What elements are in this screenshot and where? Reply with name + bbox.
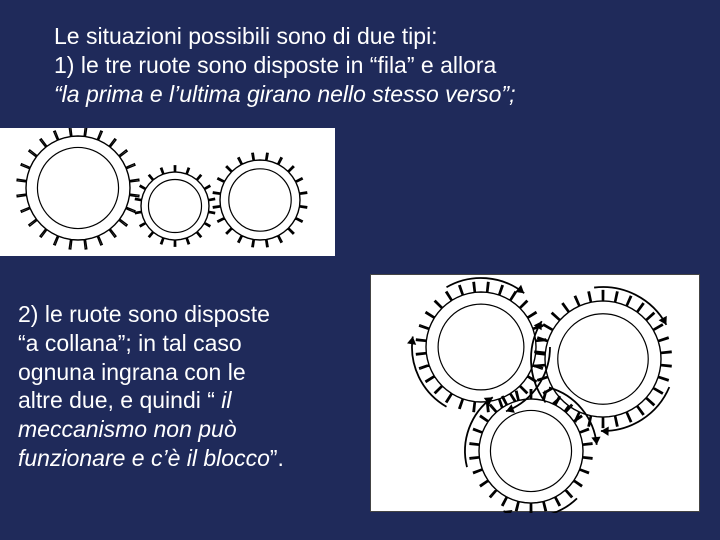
gears-necklace-figure — [370, 274, 700, 512]
c2-l2: “a collana”; in tal caso — [18, 329, 348, 358]
intro-line1: Le situazioni possibili sono di due tipi… — [54, 22, 664, 51]
c2-l6: funzionare e c’è il blocco”. — [18, 444, 348, 473]
lower-region: 2) le ruote sono disposte “a collana”; i… — [0, 300, 720, 520]
intro-line2a: 1) le tre ruote sono disposte in “fila” … — [54, 51, 664, 80]
c2-l4: altre due, e quindi “ il — [18, 386, 348, 415]
gears-necklace-svg — [371, 275, 701, 513]
intro-line2b: “la prima e l’ultima girano nello stesso… — [54, 80, 664, 109]
c2-l1: 2) le ruote sono disposte — [18, 300, 348, 329]
c2-l3: ognuna ingrana con le — [18, 358, 348, 387]
case2-text: 2) le ruote sono disposte “a collana”; i… — [18, 300, 348, 473]
gears-row-figure — [0, 128, 335, 256]
gears-row-svg — [0, 128, 335, 256]
c2-l5: meccanismo non può — [18, 415, 348, 444]
intro-text: Le situazioni possibili sono di due tipi… — [54, 22, 664, 108]
